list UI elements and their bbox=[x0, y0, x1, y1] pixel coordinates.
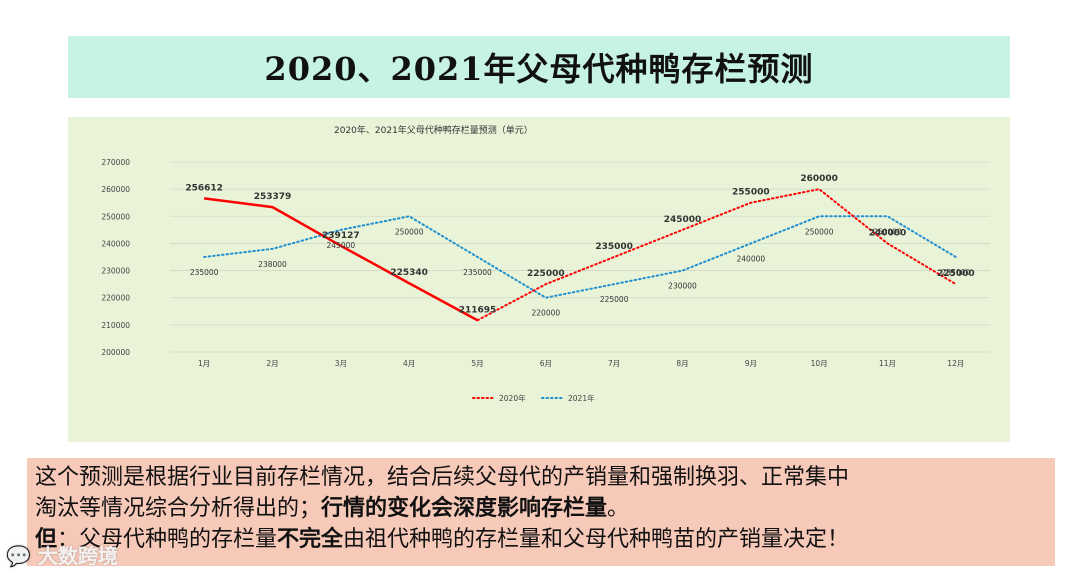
series-2021-data-label: 240000 bbox=[737, 254, 766, 263]
series-2020-data-label: 239127 bbox=[322, 231, 360, 241]
series-2020-data-label: 253379 bbox=[254, 192, 292, 202]
line-chart: 2020年、2021年父母代种鸭存栏量预测（单元） 200000 210000 220… bbox=[101, 124, 990, 403]
x-tick-label: 2月 bbox=[266, 359, 278, 368]
watermark-text: 大数跨境 bbox=[37, 544, 118, 568]
note-line-3-but: 但 bbox=[35, 527, 58, 552]
series-2020-data-label: 240000 bbox=[869, 228, 907, 238]
note-line-3-emphasis: 不完全 bbox=[277, 527, 344, 552]
series-2020-forecast-line bbox=[476, 188, 957, 322]
series-2021-data-label: 250000 bbox=[805, 227, 834, 236]
y-tick-label: 240000 bbox=[101, 239, 130, 248]
series-2020-data-label: 255000 bbox=[732, 188, 770, 198]
note-line-2-end: 。 bbox=[607, 496, 630, 521]
y-tick-label: 210000 bbox=[101, 321, 130, 330]
title-banner: 2020、2021年父母代种鸭存栏预测 bbox=[68, 36, 1010, 98]
x-tick-label: 12月 bbox=[947, 359, 964, 368]
y-tick-label: 250000 bbox=[101, 212, 130, 221]
x-tick-label: 8月 bbox=[676, 359, 688, 368]
series-2020-data-label: 235000 bbox=[595, 242, 633, 252]
series-2020-data-label: 225000 bbox=[527, 269, 565, 279]
y-tick-label: 220000 bbox=[101, 294, 130, 303]
x-tick-label: 5月 bbox=[471, 359, 483, 368]
note-line-3: 但：父母代种鸭的存栏量不完全由祖代种鸭的存栏量和父母代种鸭苗的产销量决定！ bbox=[35, 524, 1047, 555]
series-2020-data-label: 225340 bbox=[390, 268, 428, 278]
series-2021-data-label: 250000 bbox=[873, 227, 902, 236]
series-2021-data-label: 235000 bbox=[190, 268, 219, 277]
x-tick-label: 11月 bbox=[879, 359, 896, 368]
series-2021-data-label: 238000 bbox=[258, 260, 287, 269]
x-tick-label: 1月 bbox=[198, 359, 210, 368]
y-tick-label: 200000 bbox=[101, 348, 130, 357]
series-2021-line bbox=[203, 215, 957, 299]
y-tick-label: 270000 bbox=[101, 158, 130, 167]
note-line-3-text-b: 由祖代种鸭的存栏量和父母代种鸭苗的产销量决定！ bbox=[343, 527, 850, 552]
series-2021-data-label: 250000 bbox=[395, 227, 424, 236]
x-tick-label: 7月 bbox=[608, 359, 620, 368]
note-panel: 这个预测是根据行业目前存栏情况，结合后续父母代的产销量和强制换羽、正常集中 淘汰… bbox=[27, 458, 1055, 566]
y-tick-label: 260000 bbox=[101, 185, 130, 194]
x-tick-label: 10月 bbox=[811, 359, 828, 368]
x-tick-label: 3月 bbox=[335, 359, 347, 368]
series-2021-data-label: 245000 bbox=[327, 241, 356, 250]
series-2020-solid-line bbox=[204, 197, 479, 322]
series-2021-data-label: 220000 bbox=[532, 309, 561, 318]
note-line-2-text: 淘汰等情况综合分析得出的； bbox=[35, 496, 322, 521]
series-2020-data-label: 211695 bbox=[459, 305, 497, 315]
series-2021-data-label: 230000 bbox=[668, 282, 697, 291]
legend-2020-label: 2020年 bbox=[499, 393, 526, 403]
page-title: 2020、2021年父母代种鸭存栏预测 bbox=[264, 50, 814, 88]
x-tick-label: 9月 bbox=[745, 359, 757, 368]
series-2020-data-label: 260000 bbox=[800, 174, 838, 184]
note-line-1-text: 这个预测是根据行业目前存栏情况，结合后续父母代的产销量和强制换羽、正常集中 bbox=[35, 465, 850, 490]
series-2021-data-label: 225000 bbox=[600, 295, 629, 304]
series-2020-data-label: 245000 bbox=[664, 215, 702, 225]
note-line-2: 淘汰等情况综合分析得出的；行情的变化会深度影响存栏量。 bbox=[35, 493, 1047, 524]
chart-panel: 2020年、2021年父母代种鸭存栏量预测（单元） 200000 210000 220… bbox=[68, 117, 1010, 442]
watermark: 💬 大数跨境 bbox=[6, 540, 118, 569]
chat-bubble-icon: 💬 bbox=[6, 544, 31, 568]
series-2020-data-label: 225000 bbox=[937, 269, 975, 279]
series-2021-data-label: 235000 bbox=[463, 268, 492, 277]
series-2021-data-label: 235000 bbox=[942, 268, 971, 277]
note-line-3-text-a: ：父母代种鸭的存栏量 bbox=[57, 527, 278, 552]
series-2020-data-label: 256612 bbox=[185, 183, 223, 193]
chart-title: 2020年、2021年父母代种鸭存栏量预测（单元） bbox=[334, 124, 533, 136]
y-tick-label: 230000 bbox=[101, 267, 130, 276]
note-line-1: 这个预测是根据行业目前存栏情况，结合后续父母代的产销量和强制换羽、正常集中 bbox=[35, 462, 1047, 493]
x-tick-label: 4月 bbox=[403, 359, 415, 368]
legend-2021-label: 2021年 bbox=[568, 393, 595, 403]
x-tick-label: 6月 bbox=[540, 359, 552, 368]
note-line-2-emphasis: 行情的变化会深度影响存栏量 bbox=[321, 496, 608, 521]
